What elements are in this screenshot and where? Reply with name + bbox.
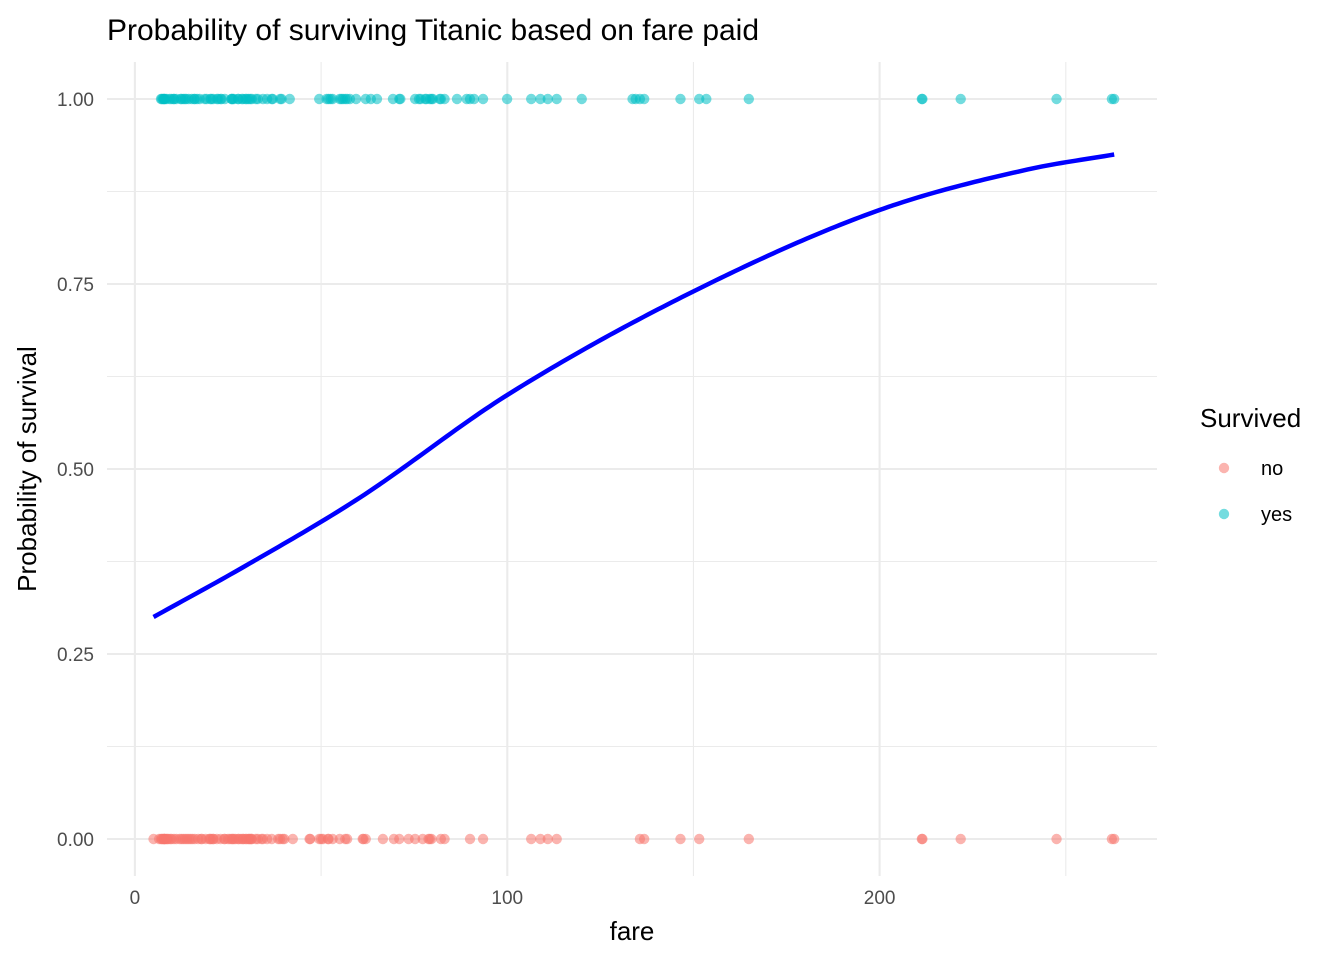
data-point-yes — [639, 93, 650, 105]
data-point-no — [917, 833, 928, 845]
data-point-no — [360, 833, 371, 845]
data-point-no — [439, 833, 450, 845]
y-tick-label: 1.00 — [57, 90, 94, 111]
data-point-yes — [395, 93, 406, 105]
data-point-no — [526, 833, 537, 845]
legend: Survived no yes — [1200, 403, 1301, 526]
y-axis-title: Probability of survival — [12, 346, 42, 592]
data-point-no — [675, 833, 686, 845]
legend-label-no: no — [1261, 458, 1283, 480]
data-point-yes — [451, 93, 463, 105]
data-point-no — [426, 833, 437, 845]
data-point-no — [305, 833, 316, 845]
data-point-yes — [371, 93, 383, 105]
data-point-no — [955, 833, 966, 845]
data-point-yes — [276, 93, 287, 105]
legend-key-yes — [1218, 508, 1230, 520]
data-point-yes — [576, 93, 587, 105]
data-point-yes — [439, 93, 450, 105]
data-point-no — [639, 833, 650, 845]
data-point-no — [535, 833, 546, 845]
data-point-no — [477, 833, 489, 845]
data-point-yes — [1108, 93, 1120, 105]
data-point-yes — [526, 93, 537, 105]
data-point-yes — [350, 93, 362, 105]
y-tick-label: 0.25 — [57, 645, 94, 666]
data-point-no — [377, 833, 389, 845]
x-axis-tick-labels: 0 100 200 — [130, 888, 896, 909]
data-point-yes — [501, 93, 513, 105]
data-point-no — [1051, 833, 1062, 845]
legend-title: Survived — [1200, 403, 1301, 433]
data-point-yes — [551, 93, 562, 105]
data-point-yes — [284, 93, 295, 105]
data-point-no — [551, 833, 562, 845]
data-point-yes — [701, 93, 712, 105]
x-tick-label: 0 — [130, 888, 141, 909]
data-point-no — [279, 833, 290, 845]
grid — [107, 62, 1157, 876]
legend-label-yes: yes — [1261, 504, 1292, 526]
data-point-yes — [743, 93, 755, 105]
x-axis-title: fare — [610, 916, 655, 946]
data-point-yes — [917, 93, 928, 105]
y-tick-label: 0.00 — [57, 830, 94, 851]
data-point-yes — [267, 93, 278, 105]
data-point-no — [409, 833, 421, 845]
data-point-yes — [675, 93, 686, 105]
data-point-no — [464, 833, 476, 845]
y-axis-tick-labels: 0.00 0.25 0.50 0.75 1.00 — [57, 90, 94, 851]
data-point-yes — [477, 93, 489, 105]
chart-title: Probability of surviving Titanic based o… — [107, 14, 759, 47]
y-tick-label: 0.75 — [57, 275, 94, 296]
legend-key-no — [1218, 462, 1230, 474]
data-point-no — [542, 833, 553, 845]
fit-curve — [152, 152, 1115, 619]
data-point-no — [1108, 833, 1120, 845]
data-point-no — [743, 833, 755, 845]
data-point-no — [694, 833, 705, 845]
legend-items: no yes — [1218, 458, 1292, 526]
y-tick-label: 0.50 — [57, 460, 94, 481]
x-tick-label: 100 — [491, 888, 523, 909]
data-point-yes — [535, 93, 546, 105]
data-point-yes — [694, 93, 705, 105]
data-points — [148, 93, 1120, 845]
data-point-yes — [955, 93, 966, 105]
fit-curve-line — [152, 152, 1115, 619]
data-point-yes — [542, 93, 553, 105]
x-tick-label: 200 — [864, 888, 896, 909]
data-point-yes — [1051, 93, 1062, 105]
data-point-yes — [468, 93, 480, 105]
data-point-yes — [314, 93, 325, 105]
data-point-no — [341, 833, 353, 845]
data-point-no — [287, 833, 298, 845]
data-point-no — [394, 833, 405, 845]
